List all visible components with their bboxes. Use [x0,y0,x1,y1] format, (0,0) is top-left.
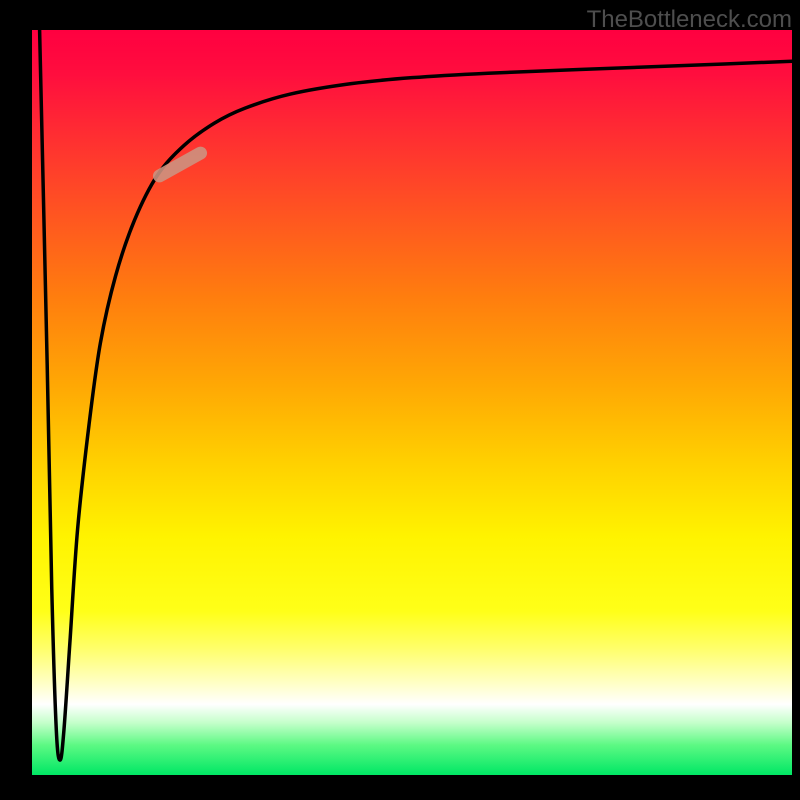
bottleneck-curve [0,0,800,800]
plot-container: TheBottleneck.com [0,0,800,800]
watermark-text: TheBottleneck.com [587,6,792,34]
